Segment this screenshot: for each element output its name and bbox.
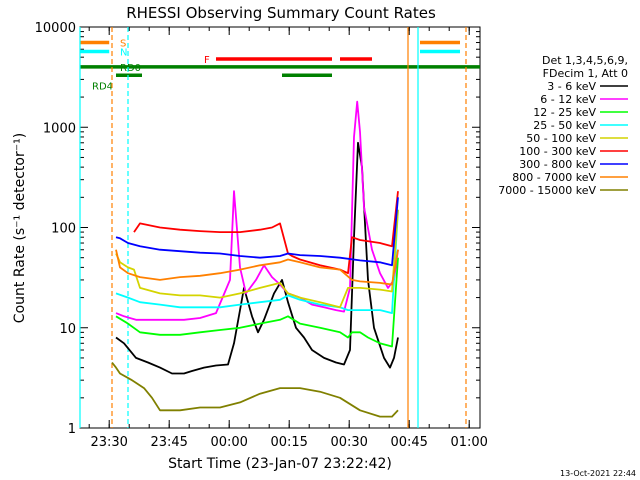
legend-label: 25 - 50 keV xyxy=(533,119,596,132)
legend-label: 300 - 800 keV xyxy=(519,158,596,171)
x-tick-label: 00:45 xyxy=(390,435,427,450)
series-line-2 xyxy=(115,100,399,321)
x-axis-label: Start Time (23-Jan-07 23:22:42) xyxy=(168,456,392,472)
legend: Det 1,3,4,5,6,9,FDecim 1, Att 03 - 6 keV… xyxy=(498,54,628,197)
y-tick-label: 10 xyxy=(59,322,76,337)
flag-s-label: S xyxy=(120,39,126,50)
x-tick-label: 23:45 xyxy=(150,435,187,450)
series-line-9 xyxy=(111,361,399,418)
y-tick-label: 1000 xyxy=(43,121,76,136)
x-tick-label: 00:15 xyxy=(270,435,307,450)
y-tick-label: 10000 xyxy=(35,21,76,36)
series-line-8 xyxy=(115,249,399,286)
legend-label: 100 - 300 keV xyxy=(519,145,596,158)
y-tick-label: 100 xyxy=(51,222,76,237)
legend-label: 6 - 12 keV xyxy=(540,93,596,106)
series-line-3 xyxy=(115,257,399,348)
legend-label: 12 - 25 keV xyxy=(533,106,596,119)
legend-label: 7000 - 15000 keV xyxy=(498,184,596,197)
vertical-markers xyxy=(79,27,467,428)
x-tick-label: 23:30 xyxy=(90,435,127,450)
y-tick-label: 1 xyxy=(68,422,76,437)
legend-header: Det 1,3,4,5,6,9, xyxy=(542,54,628,67)
plot-axes: 1 10 100 1000 10000 23:30 23:45 00:00 00:15 00:30… xyxy=(35,21,488,450)
series-line-5 xyxy=(115,209,399,309)
y-axis-label: Count Rate (s⁻¹ detector⁻¹) xyxy=(12,133,28,323)
footer-timestamp: 13-Oct-2021 22:44 xyxy=(560,469,636,478)
flag-rd4-label: RD4 xyxy=(92,81,113,92)
flag-rd0-label: RD0 xyxy=(120,63,141,74)
x-tick-label: 00:30 xyxy=(330,435,367,450)
legend-label: 3 - 6 keV xyxy=(547,80,596,93)
legend-header: FDecim 1, Att 0 xyxy=(543,67,628,80)
x-tick-label: 01:00 xyxy=(450,435,487,450)
plot-frame xyxy=(79,26,481,429)
flag-bars: SN F RD0 RD4 xyxy=(80,39,480,92)
chart-title: RHESSI Observing Summary Count Rates xyxy=(126,4,436,22)
legend-label: 50 - 100 keV xyxy=(526,132,596,145)
x-tick-label: 00:00 xyxy=(210,435,247,450)
flag-n-label: N xyxy=(120,47,127,58)
data-series xyxy=(111,100,399,418)
series-line-4 xyxy=(115,209,399,315)
legend-label: 800 - 7000 keV xyxy=(512,171,596,184)
flag-f-label: F xyxy=(204,55,210,66)
series-line-7 xyxy=(115,197,399,267)
